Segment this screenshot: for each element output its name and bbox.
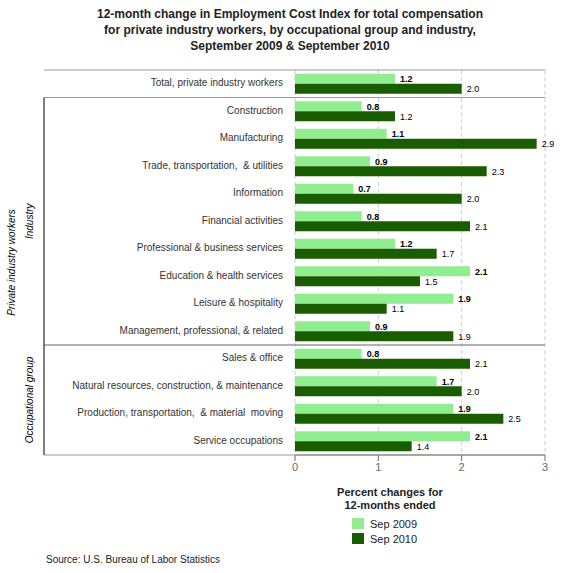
svg-text:2.3: 2.3 [492,167,505,177]
svg-text:1.1: 1.1 [392,304,405,314]
html-text:12-month change in Employment: 12-month change in Employment Cost Index… [97,7,483,53]
svg-text:Management, professional, & re: Management, professional, & related [120,325,283,336]
svg-text:2.0: 2.0 [467,84,480,94]
svg-text:0.8: 0.8 [367,349,380,359]
html-text:Sep 2010: Sep 2010 [370,532,418,545]
html-text:Source: U.S. Bureau of Labor S: Source: U.S. Bureau of Labor Statistics [46,554,220,565]
svg-text:Information: Information [233,187,283,198]
svg-text:2.0: 2.0 [467,194,480,204]
svg-text:Sales & office: Sales & office [222,352,283,363]
svg-text:Financial activities: Financial activities [202,215,283,226]
svg-text:Industry: Industry [24,202,35,239]
svg-text:Manufacturing: Manufacturing [220,132,283,143]
svg-text:1.9: 1.9 [458,294,471,304]
svg-text:1.2: 1.2 [400,239,413,249]
svg-text:2.1: 2.1 [475,222,488,232]
svg-text:2.1: 2.1 [475,432,488,442]
svg-text:2.1: 2.1 [475,267,488,277]
svg-text:Professional & business servic: Professional & business services [137,242,283,253]
svg-text:Natural resources, constructio: Natural resources, construction, & maint… [72,380,283,391]
svg-text:1.7: 1.7 [442,249,455,259]
svg-text:1.4: 1.4 [417,442,430,452]
svg-text:0.8: 0.8 [367,102,380,112]
svg-text:0.9: 0.9 [375,157,388,167]
svg-text:Service occupations: Service occupations [194,435,284,446]
svg-text:2.5: 2.5 [508,414,521,424]
svg-text:0.8: 0.8 [367,212,380,222]
svg-text:1.9: 1.9 [458,404,471,414]
svg-text:0.9: 0.9 [375,322,388,332]
svg-text:2.9: 2.9 [542,139,555,149]
svg-text:1.1: 1.1 [392,129,405,139]
svg-text:1: 1 [375,461,381,473]
html-text:Percent changes for 12-months: Percent changes for 12-months ended [337,486,443,511]
svg-text:2.1: 2.1 [475,359,488,369]
svg-text:1.7: 1.7 [442,377,455,387]
svg-text:Occupational group: Occupational group [24,356,35,443]
svg-text:2.0: 2.0 [467,387,480,397]
svg-text:3: 3 [542,461,548,473]
svg-text:Trade, transportation, & util: Trade, transportation, & utilities [142,160,283,171]
svg-text:Production, transportation, &: Production, transportation, & material m… [77,407,283,418]
svg-text:Total, private industry worker: Total, private industry workers [151,77,283,88]
svg-text:2: 2 [459,461,465,473]
svg-text:1.2: 1.2 [400,74,413,84]
html-text:Sep 2009: Sep 2009 [370,517,418,530]
svg-text:Private industry workers: Private industry workers [8,209,17,316]
svg-text:1.2: 1.2 [400,112,413,122]
svg-text:0.7: 0.7 [358,184,371,194]
svg-text:0: 0 [292,461,298,473]
svg-text:Leisure & hospitality: Leisure & hospitality [194,297,284,308]
svg-text:Education & health services: Education & health services [160,270,283,281]
svg-text:1.9: 1.9 [458,332,471,342]
svg-text:Construction: Construction [227,105,283,116]
svg-text:1.5: 1.5 [425,277,438,287]
